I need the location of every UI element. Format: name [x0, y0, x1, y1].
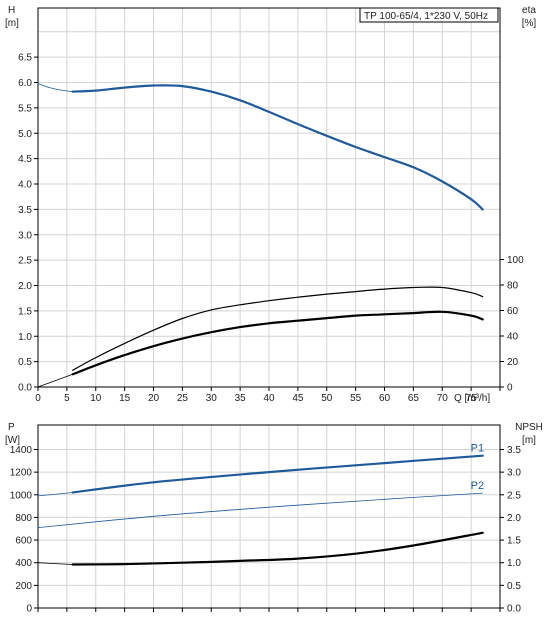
x-tick-label: 10 — [90, 393, 102, 404]
left-tick-label: 0 — [26, 604, 32, 615]
left-tick-label: 400 — [15, 558, 32, 569]
right-tick-label: 3.5 — [507, 445, 521, 456]
series-line-2 — [37, 83, 74, 92]
grid — [37, 425, 501, 609]
right-axis-label: NPSH — [515, 422, 543, 433]
left-tick-label: 2.5 — [18, 256, 32, 267]
x-tick-label: 15 — [119, 393, 131, 404]
right-tick-label: 100 — [507, 255, 524, 266]
series-label-p1: P1 — [471, 443, 484, 455]
right-tick-label: 60 — [507, 306, 519, 317]
left-axis-unit: [W] — [5, 435, 20, 446]
x-tick-label: 45 — [292, 393, 304, 404]
left-tick-label: 1400 — [10, 445, 33, 456]
x-tick-label: 30 — [206, 393, 218, 404]
left-tick-label: 6.5 — [18, 53, 32, 64]
chart-title: TP 100-65/4, 1*230 V, 50Hz — [364, 11, 488, 22]
left-tick-label: 3.5 — [18, 205, 32, 216]
right-tick-label: 2.0 — [507, 513, 521, 524]
left-tick-label: 4.5 — [18, 154, 32, 165]
left-axis-label: P — [8, 422, 15, 433]
x-tick-label: 75 — [466, 393, 478, 404]
left-tick-label: 0.0 — [18, 383, 32, 394]
x-tick-label: 40 — [263, 393, 275, 404]
left-tick-label: 2.0 — [18, 281, 32, 292]
x-tick-label: 65 — [408, 393, 420, 404]
x-tick-label: 55 — [350, 393, 362, 404]
left-axis-label: H — [8, 5, 15, 16]
left-axis-unit: [m] — [5, 18, 19, 29]
right-tick-label: 0 — [507, 383, 513, 394]
x-tick-label: 5 — [64, 393, 70, 404]
left-tick-label: 5.0 — [18, 129, 32, 140]
right-tick-label: 2.5 — [507, 490, 521, 501]
right-tick-label: 3.0 — [507, 468, 521, 479]
left-tick-label: 200 — [15, 581, 32, 592]
series-label-p2: P2 — [471, 480, 484, 492]
right-tick-label: 80 — [507, 281, 519, 292]
left-tick-label: 1.0 — [18, 332, 32, 343]
series-line-5 — [37, 562, 74, 565]
left-tick-label: 0.5 — [18, 357, 32, 368]
series-line-1 — [71, 454, 484, 494]
x-tick-label: 60 — [379, 393, 391, 404]
left-tick-label: 3.0 — [18, 230, 32, 241]
right-axis-unit: [%] — [522, 18, 537, 29]
right-axis-unit: [m] — [522, 435, 536, 446]
left-tick-label: 1200 — [10, 468, 33, 479]
series-line-3 — [72, 286, 484, 371]
x-tick-label: 25 — [177, 393, 189, 404]
left-tick-label: 1000 — [10, 490, 33, 501]
x-tick-label: 70 — [437, 393, 449, 404]
right-tick-label: 0.5 — [507, 581, 521, 592]
left-tick-label: 6.0 — [18, 78, 32, 89]
right-tick-label: 1.5 — [507, 536, 521, 547]
right-tick-label: 1.0 — [507, 558, 521, 569]
chart-panel-1: 0.0 0.5 1.0 1.5 2.0 2.5 3.0 3.5 4.0 4.5 5.0 5.5 6.0 6… — [5, 5, 536, 404]
right-tick-label: 0.0 — [507, 604, 521, 615]
right-axis-label: eta — [522, 5, 536, 16]
x-tick-label: 50 — [321, 393, 333, 404]
x-tick-label: 35 — [235, 393, 247, 404]
left-tick-label: 600 — [15, 536, 32, 547]
left-tick-label: 800 — [15, 513, 32, 524]
left-tick-label: 1.5 — [18, 306, 32, 317]
series-line-4 — [71, 310, 484, 376]
grid — [37, 8, 501, 388]
right-tick-label: 40 — [507, 332, 519, 343]
series-line-5 — [37, 373, 74, 388]
series-line-2 — [37, 492, 74, 497]
series-line-3 — [37, 492, 484, 528]
left-tick-label: 5.5 — [18, 103, 32, 114]
x-tick-label: 0 — [35, 393, 41, 404]
x-axis-label: Q [m³/h] — [454, 393, 490, 404]
title-box — [359, 7, 499, 23]
series-line-4 — [71, 531, 484, 566]
chart-panel-2: 0 200 400 600 800 1000 1200 1400 P [W] 0.0 0.5 1.0 1.… — [5, 422, 543, 615]
left-tick-label: 4.0 — [18, 180, 32, 191]
x-tick-label: 20 — [148, 393, 160, 404]
series-line-1 — [71, 84, 484, 211]
right-tick-label: 20 — [507, 357, 519, 368]
